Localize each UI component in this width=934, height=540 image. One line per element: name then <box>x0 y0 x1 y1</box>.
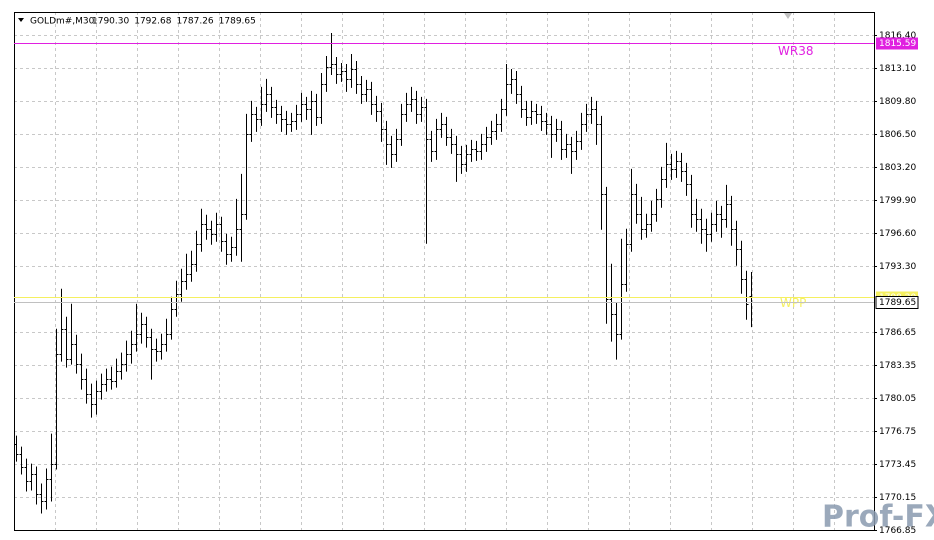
level-tag <box>876 37 918 50</box>
y-tick-label: 1776.75 <box>879 427 916 437</box>
bid-label: 1789.65 <box>879 298 916 308</box>
menu-arrow[interactable] <box>18 18 24 22</box>
header-value: 1787.26 <box>176 17 213 27</box>
grid <box>14 12 874 531</box>
level-tag-label: 1815.59 <box>879 39 916 49</box>
y-tick-label: 1806.50 <box>879 130 916 140</box>
header-value: 1792.68 <box>134 17 171 27</box>
y-tick-label: 1813.10 <box>879 64 916 74</box>
header-value: 1789.65 <box>219 17 256 27</box>
symbol: GOLDm#,M30 <box>30 17 95 27</box>
y-tick-label: 1816.40 <box>879 31 916 41</box>
bid-tag <box>875 296 919 309</box>
level-name: WR38 <box>778 44 813 58</box>
y-tick-label: 1796.60 <box>879 229 916 239</box>
y-tick-label: 1773.45 <box>879 460 916 470</box>
y-tick-label: 1770.15 <box>879 493 916 503</box>
shift-marker <box>784 13 792 19</box>
watermark: Prof-FX <box>822 500 934 535</box>
y-tick-label: 1786.65 <box>879 328 916 338</box>
y-tick-label: 1780.05 <box>879 394 916 404</box>
header-value: 1790.30 <box>92 17 129 27</box>
y-tick-label: 1809.80 <box>879 97 916 107</box>
y-tick-label: 1799.90 <box>879 196 916 206</box>
y-tick-label: 1766.85 <box>879 526 916 536</box>
y-tick-label: 1783.35 <box>879 361 916 371</box>
y-tick-label: 1793.30 <box>879 262 916 272</box>
y-tick-label: 1803.20 <box>879 163 916 173</box>
plot-frame <box>14 12 875 531</box>
